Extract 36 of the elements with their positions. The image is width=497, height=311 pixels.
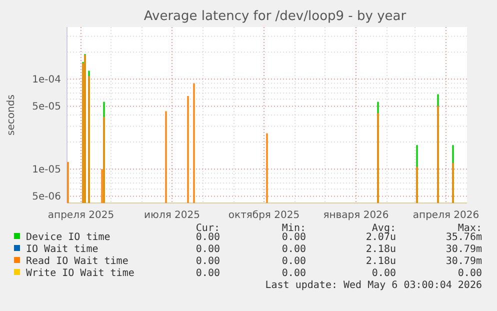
text: 35.76m [446,232,482,243]
y-tick-label: 1e-04 [32,74,61,86]
text: 0.00 [282,244,306,255]
text: 0.00 [196,268,220,279]
y-tick-label: 5e-06 [32,191,61,202]
y-axis-title: seconds [6,94,17,136]
text: Max: [458,223,482,234]
text: 30.79m [446,256,482,267]
text: 0.00 [196,256,220,267]
text: 0.00 [372,268,396,279]
y-tick-label: 5e-05 [32,101,61,112]
text: 0.00 [282,256,306,267]
chart-title: Average latency for /dev/loop9 - by year [144,9,407,24]
x-tick-label: октября 2025 [228,210,300,222]
text: 2.18u [366,256,396,267]
x-tick-label: апреля 2026 [412,210,480,222]
text: 2.07u [366,232,396,243]
text: 0.00 [282,232,306,243]
legend-label: Read IO Wait time [26,256,128,267]
legend-label: Write IO Wait time [26,268,134,279]
text: Avg: [372,223,396,234]
legend-label: IO Wait time [26,244,98,255]
legend-label: Device IO time [26,232,110,243]
x-tick-label: апреля 2025 [48,210,114,222]
text: 0.00 [196,244,220,255]
text: 30.79m [446,244,482,255]
x-tick-label: января 2026 [323,210,389,222]
text: Min: [282,223,306,234]
x-tick-label: июля 2025 [144,210,200,222]
text: 0.00 [458,268,482,279]
text: 2.18u [366,244,396,255]
y-tick-label: 1e-05 [32,164,61,176]
text: 0.00 [282,268,306,279]
text: Cur: [196,223,220,234]
text: Last update: Wed May 6 03:00:04 2026 [265,280,482,291]
text: 0.00 [196,232,220,243]
